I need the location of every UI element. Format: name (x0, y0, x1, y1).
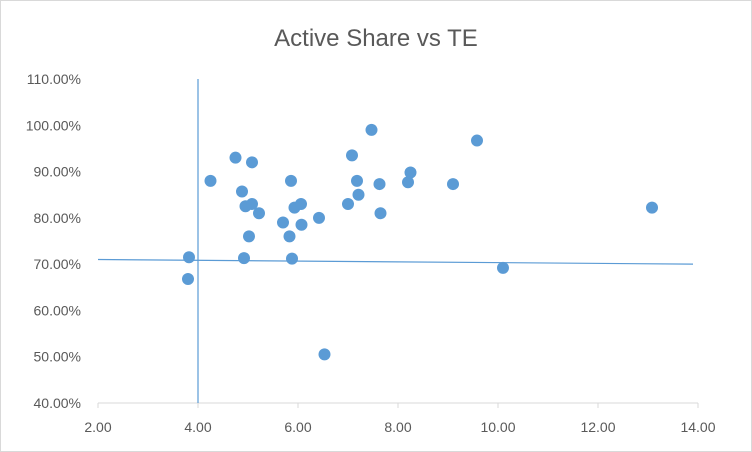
y-tick-label: 110.00% (27, 71, 81, 87)
data-point (318, 348, 331, 361)
data-point (246, 197, 258, 210)
y-tick-label: 100.00% (26, 117, 81, 133)
data-point (374, 207, 387, 220)
data-point (313, 211, 325, 224)
data-point (342, 197, 354, 210)
data-point (283, 230, 296, 243)
data-point (246, 156, 258, 169)
data-point (471, 134, 483, 147)
data-point (295, 197, 307, 210)
reference-line-horizontal (97, 258, 694, 265)
data-point (182, 272, 194, 285)
data-point (497, 261, 509, 274)
data-point (204, 174, 217, 187)
data-point (447, 178, 459, 191)
chart-title: Active Share vs TE (274, 25, 478, 52)
data-point (402, 176, 414, 189)
data-point (351, 174, 363, 187)
x-tick-label: 6.00 (284, 419, 311, 435)
data-point (238, 252, 250, 265)
data-point (404, 166, 417, 179)
y-tick-label: 90.00% (34, 164, 81, 180)
y-tick-label: 80.00% (34, 210, 81, 226)
data-point (277, 216, 289, 229)
data-point (365, 123, 378, 136)
data-point (286, 252, 298, 265)
y-tick-label: 50.00% (34, 349, 81, 365)
axes: 2.00 4.00 6.00 8.00 10.00 12.00 14.00 40.00% 50.… (26, 71, 716, 435)
data-point (285, 174, 297, 187)
y-tick-label: 60.00% (34, 302, 81, 318)
data-point (253, 207, 265, 220)
data-point (352, 188, 365, 201)
data-point (236, 185, 248, 198)
data-point (183, 251, 195, 264)
data-point (229, 151, 242, 164)
data-point (646, 201, 658, 214)
data-point (295, 218, 308, 231)
reference-lines (97, 79, 694, 403)
x-tick-label: 2.00 (84, 419, 111, 435)
data-point (373, 178, 386, 191)
x-tick-label: 8.00 (384, 419, 411, 435)
x-tick-label: 10.00 (480, 419, 515, 435)
x-tick-label: 12.00 (580, 419, 615, 435)
data-point (346, 149, 358, 162)
data-points (182, 123, 658, 361)
x-tick-label: 14.00 (680, 419, 715, 435)
x-tick-label: 4.00 (184, 419, 211, 435)
data-point (243, 230, 255, 243)
y-tick-label: 70.00% (34, 256, 81, 272)
y-tick-label: 40.00% (34, 395, 81, 411)
